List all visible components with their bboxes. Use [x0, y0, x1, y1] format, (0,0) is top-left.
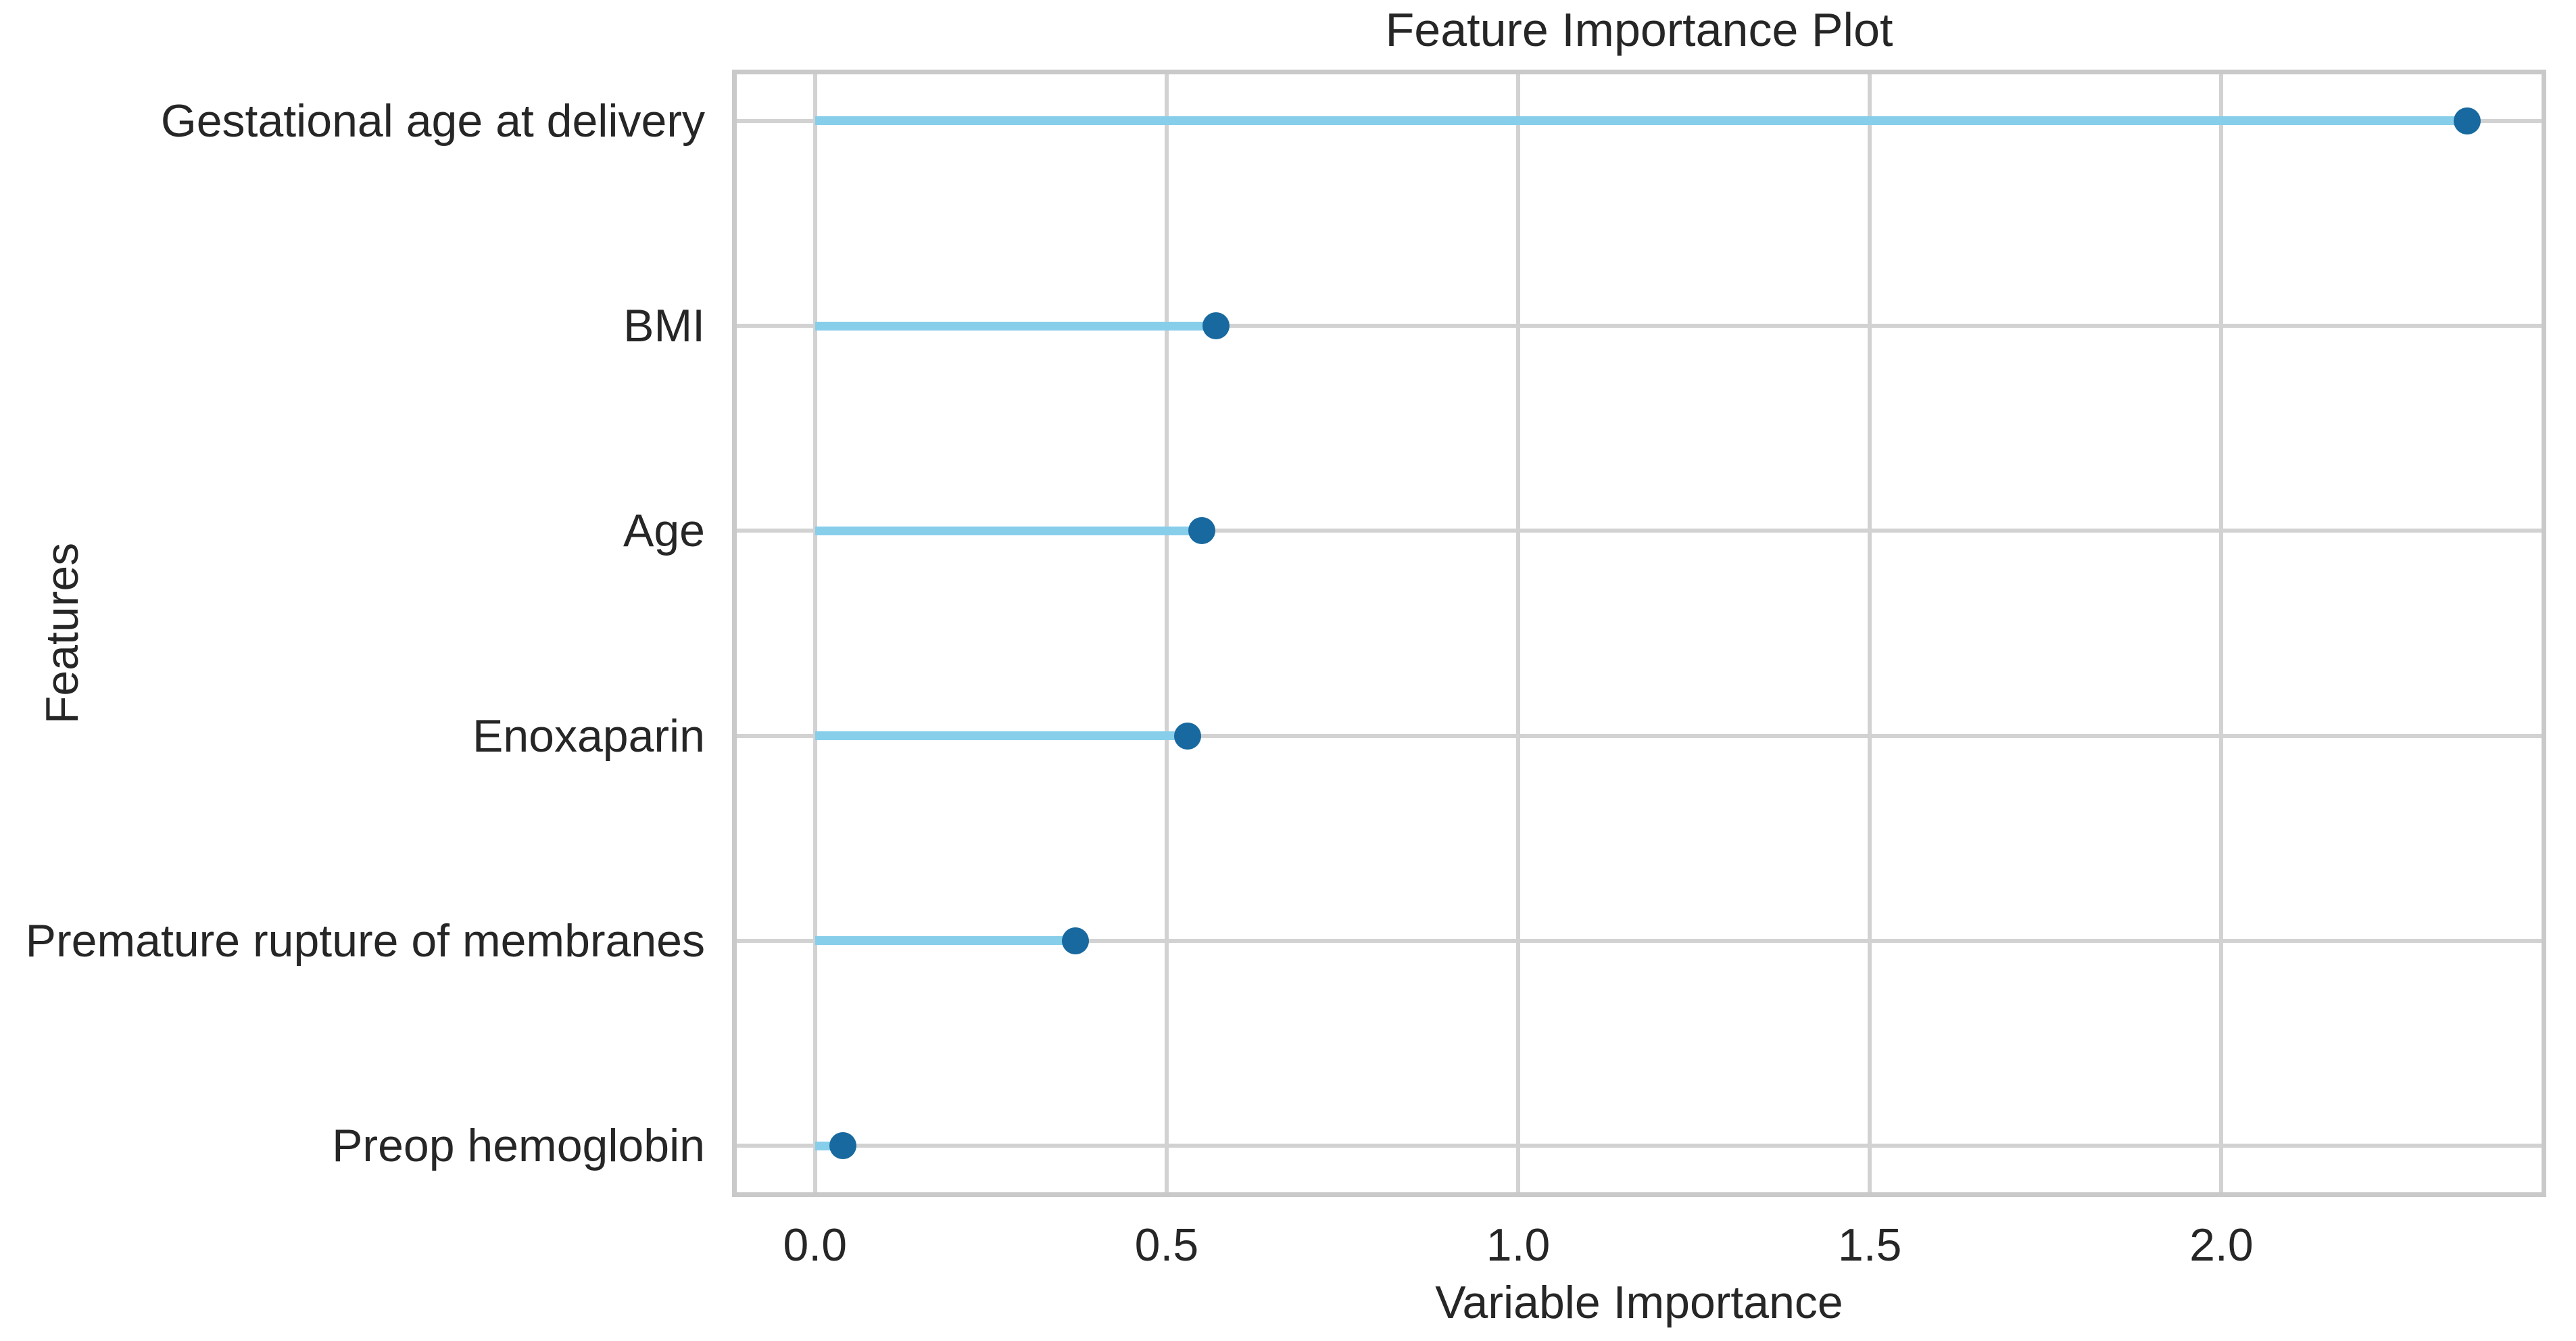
plot-area: [732, 70, 2546, 1197]
stem-line: [815, 116, 2468, 126]
data-point-marker: [1174, 722, 1202, 750]
x-tick-label: 2.0: [2189, 1219, 2254, 1271]
y-tick-label: BMI: [623, 300, 705, 352]
y-gridline: [732, 1144, 2546, 1148]
stem-line: [815, 526, 1202, 535]
axes-spines: [732, 70, 2546, 1197]
x-axis-label: Variable Importance: [1435, 1277, 1843, 1328]
y-gridline: [732, 938, 2546, 943]
x-gridline: [1164, 70, 1169, 1197]
y-tick-label: Premature rupture of membranes: [25, 915, 705, 967]
y-tick-label: Enoxaparin: [472, 710, 705, 762]
y-gridline: [732, 529, 2546, 533]
x-gridline: [812, 70, 817, 1197]
data-point-marker: [1061, 927, 1089, 954]
x-tick-label: 1.5: [1837, 1219, 1902, 1271]
data-point-marker: [1202, 312, 1230, 340]
x-tick-label: 1.0: [1486, 1219, 1551, 1271]
y-gridline: [732, 733, 2546, 738]
y-tick-label: Preop hemoglobin: [332, 1120, 705, 1172]
data-point-marker: [2454, 107, 2481, 135]
x-gridline: [1516, 70, 1521, 1197]
data-point-marker: [829, 1132, 857, 1160]
x-gridline: [1868, 70, 1872, 1197]
y-axis-label-text: Features: [37, 542, 88, 725]
stem-line: [815, 321, 1216, 331]
chart-title: Feature Importance Plot: [1385, 3, 1893, 56]
stem-line: [815, 731, 1188, 741]
y-tick-label: Age: [623, 505, 705, 557]
y-gridline: [732, 324, 2546, 328]
y-tick-label: Gestational age at delivery: [160, 95, 705, 147]
data-point-marker: [1188, 517, 1215, 545]
x-tick-label: 0.0: [783, 1219, 848, 1271]
stem-line: [815, 936, 1075, 946]
x-gridline: [2219, 70, 2224, 1197]
x-tick-label: 0.5: [1134, 1219, 1199, 1271]
